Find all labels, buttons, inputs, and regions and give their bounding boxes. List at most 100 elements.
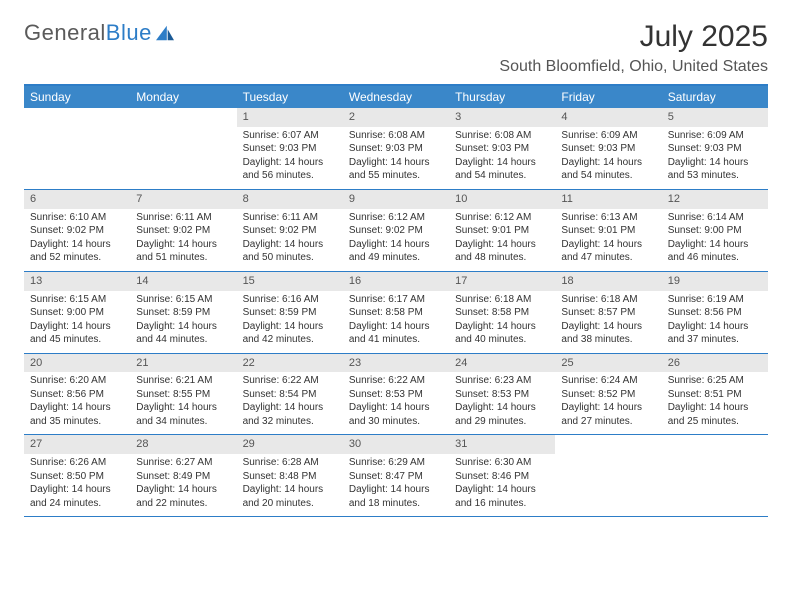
sunrise-text: Sunrise: 6:13 AM [561, 211, 655, 225]
daylight-text: Daylight: 14 hours and 51 minutes. [136, 238, 230, 265]
sunrise-text: Sunrise: 6:08 AM [349, 129, 443, 143]
sunrise-text: Sunrise: 6:19 AM [668, 293, 762, 307]
sunrise-text: Sunrise: 6:09 AM [561, 129, 655, 143]
daylight-text: Daylight: 14 hours and 49 minutes. [349, 238, 443, 265]
sunset-text: Sunset: 9:01 PM [561, 224, 655, 238]
sunset-text: Sunset: 9:03 PM [455, 142, 549, 156]
day-number: 9 [343, 190, 449, 209]
sunset-text: Sunset: 9:02 PM [349, 224, 443, 238]
sunset-text: Sunset: 8:55 PM [136, 388, 230, 402]
day-number: 5 [662, 108, 768, 127]
day-cell: 11Sunrise: 6:13 AMSunset: 9:01 PMDayligh… [555, 190, 661, 271]
day-number: 16 [343, 272, 449, 291]
day-cell: 27Sunrise: 6:26 AMSunset: 8:50 PMDayligh… [24, 435, 130, 516]
logo-word-2: Blue [106, 20, 152, 45]
day-number: 19 [662, 272, 768, 291]
sunrise-text: Sunrise: 6:08 AM [455, 129, 549, 143]
daylight-text: Daylight: 14 hours and 34 minutes. [136, 401, 230, 428]
sunrise-text: Sunrise: 6:29 AM [349, 456, 443, 470]
weeks-container: 1Sunrise: 6:07 AMSunset: 9:03 PMDaylight… [24, 108, 768, 517]
day-info: Sunrise: 6:08 AMSunset: 9:03 PMDaylight:… [449, 127, 555, 189]
daylight-text: Daylight: 14 hours and 22 minutes. [136, 483, 230, 510]
day-info: Sunrise: 6:28 AMSunset: 8:48 PMDaylight:… [237, 454, 343, 516]
logo-text: GeneralBlue [24, 20, 152, 46]
sunrise-text: Sunrise: 6:18 AM [455, 293, 549, 307]
day-info: Sunrise: 6:30 AMSunset: 8:46 PMDaylight:… [449, 454, 555, 516]
day-cell: 3Sunrise: 6:08 AMSunset: 9:03 PMDaylight… [449, 108, 555, 189]
sunset-text: Sunset: 8:52 PM [561, 388, 655, 402]
day-cell: 30Sunrise: 6:29 AMSunset: 8:47 PMDayligh… [343, 435, 449, 516]
day-info: Sunrise: 6:27 AMSunset: 8:49 PMDaylight:… [130, 454, 236, 516]
daylight-text: Daylight: 14 hours and 53 minutes. [668, 156, 762, 183]
week-row: 20Sunrise: 6:20 AMSunset: 8:56 PMDayligh… [24, 354, 768, 436]
sunrise-text: Sunrise: 6:18 AM [561, 293, 655, 307]
sunset-text: Sunset: 8:46 PM [455, 470, 549, 484]
calendar-grid: SundayMondayTuesdayWednesdayThursdayFrid… [24, 84, 768, 517]
day-number: 23 [343, 354, 449, 373]
daylight-text: Daylight: 14 hours and 37 minutes. [668, 320, 762, 347]
day-header-cell: Wednesday [343, 86, 449, 108]
day-number: 17 [449, 272, 555, 291]
day-cell: 12Sunrise: 6:14 AMSunset: 9:00 PMDayligh… [662, 190, 768, 271]
sunrise-text: Sunrise: 6:22 AM [243, 374, 337, 388]
sunset-text: Sunset: 9:02 PM [243, 224, 337, 238]
day-number: 15 [237, 272, 343, 291]
day-cell: 4Sunrise: 6:09 AMSunset: 9:03 PMDaylight… [555, 108, 661, 189]
day-cell: 16Sunrise: 6:17 AMSunset: 8:58 PMDayligh… [343, 272, 449, 353]
daylight-text: Daylight: 14 hours and 50 minutes. [243, 238, 337, 265]
header: GeneralBlue July 2025 South Bloomfield, … [24, 20, 768, 76]
sunrise-text: Sunrise: 6:17 AM [349, 293, 443, 307]
empty-cell [130, 108, 236, 189]
day-number: 26 [662, 354, 768, 373]
day-info: Sunrise: 6:24 AMSunset: 8:52 PMDaylight:… [555, 372, 661, 434]
day-info: Sunrise: 6:07 AMSunset: 9:03 PMDaylight:… [237, 127, 343, 189]
day-cell: 1Sunrise: 6:07 AMSunset: 9:03 PMDaylight… [237, 108, 343, 189]
day-info: Sunrise: 6:12 AMSunset: 9:01 PMDaylight:… [449, 209, 555, 271]
day-cell: 29Sunrise: 6:28 AMSunset: 8:48 PMDayligh… [237, 435, 343, 516]
day-number: 7 [130, 190, 236, 209]
day-header-cell: Thursday [449, 86, 555, 108]
day-cell: 18Sunrise: 6:18 AMSunset: 8:57 PMDayligh… [555, 272, 661, 353]
daylight-text: Daylight: 14 hours and 35 minutes. [30, 401, 124, 428]
day-cell: 21Sunrise: 6:21 AMSunset: 8:55 PMDayligh… [130, 354, 236, 435]
day-cell: 2Sunrise: 6:08 AMSunset: 9:03 PMDaylight… [343, 108, 449, 189]
day-info: Sunrise: 6:13 AMSunset: 9:01 PMDaylight:… [555, 209, 661, 271]
day-cell: 5Sunrise: 6:09 AMSunset: 9:03 PMDaylight… [662, 108, 768, 189]
day-cell: 20Sunrise: 6:20 AMSunset: 8:56 PMDayligh… [24, 354, 130, 435]
sunset-text: Sunset: 8:51 PM [668, 388, 762, 402]
day-cell: 28Sunrise: 6:27 AMSunset: 8:49 PMDayligh… [130, 435, 236, 516]
sunset-text: Sunset: 9:03 PM [243, 142, 337, 156]
daylight-text: Daylight: 14 hours and 52 minutes. [30, 238, 124, 265]
sunrise-text: Sunrise: 6:30 AM [455, 456, 549, 470]
day-number: 4 [555, 108, 661, 127]
sunrise-text: Sunrise: 6:09 AM [668, 129, 762, 143]
day-number: 31 [449, 435, 555, 454]
daylight-text: Daylight: 14 hours and 29 minutes. [455, 401, 549, 428]
logo: GeneralBlue [24, 20, 176, 46]
day-info: Sunrise: 6:18 AMSunset: 8:57 PMDaylight:… [555, 291, 661, 353]
sunrise-text: Sunrise: 6:16 AM [243, 293, 337, 307]
day-info: Sunrise: 6:26 AMSunset: 8:50 PMDaylight:… [24, 454, 130, 516]
sunset-text: Sunset: 8:53 PM [455, 388, 549, 402]
sunrise-text: Sunrise: 6:11 AM [136, 211, 230, 225]
title-block: July 2025 South Bloomfield, Ohio, United… [499, 20, 768, 76]
day-info: Sunrise: 6:22 AMSunset: 8:54 PMDaylight:… [237, 372, 343, 434]
daylight-text: Daylight: 14 hours and 54 minutes. [455, 156, 549, 183]
daylight-text: Daylight: 14 hours and 18 minutes. [349, 483, 443, 510]
day-number: 28 [130, 435, 236, 454]
sunset-text: Sunset: 8:56 PM [668, 306, 762, 320]
day-header-row: SundayMondayTuesdayWednesdayThursdayFrid… [24, 86, 768, 108]
day-number: 6 [24, 190, 130, 209]
day-header-cell: Sunday [24, 86, 130, 108]
day-number: 2 [343, 108, 449, 127]
daylight-text: Daylight: 14 hours and 47 minutes. [561, 238, 655, 265]
day-number: 12 [662, 190, 768, 209]
daylight-text: Daylight: 14 hours and 25 minutes. [668, 401, 762, 428]
day-cell: 9Sunrise: 6:12 AMSunset: 9:02 PMDaylight… [343, 190, 449, 271]
day-cell: 15Sunrise: 6:16 AMSunset: 8:59 PMDayligh… [237, 272, 343, 353]
day-cell: 23Sunrise: 6:22 AMSunset: 8:53 PMDayligh… [343, 354, 449, 435]
sunset-text: Sunset: 8:58 PM [349, 306, 443, 320]
sunrise-text: Sunrise: 6:10 AM [30, 211, 124, 225]
sunset-text: Sunset: 8:57 PM [561, 306, 655, 320]
day-info: Sunrise: 6:15 AMSunset: 9:00 PMDaylight:… [24, 291, 130, 353]
